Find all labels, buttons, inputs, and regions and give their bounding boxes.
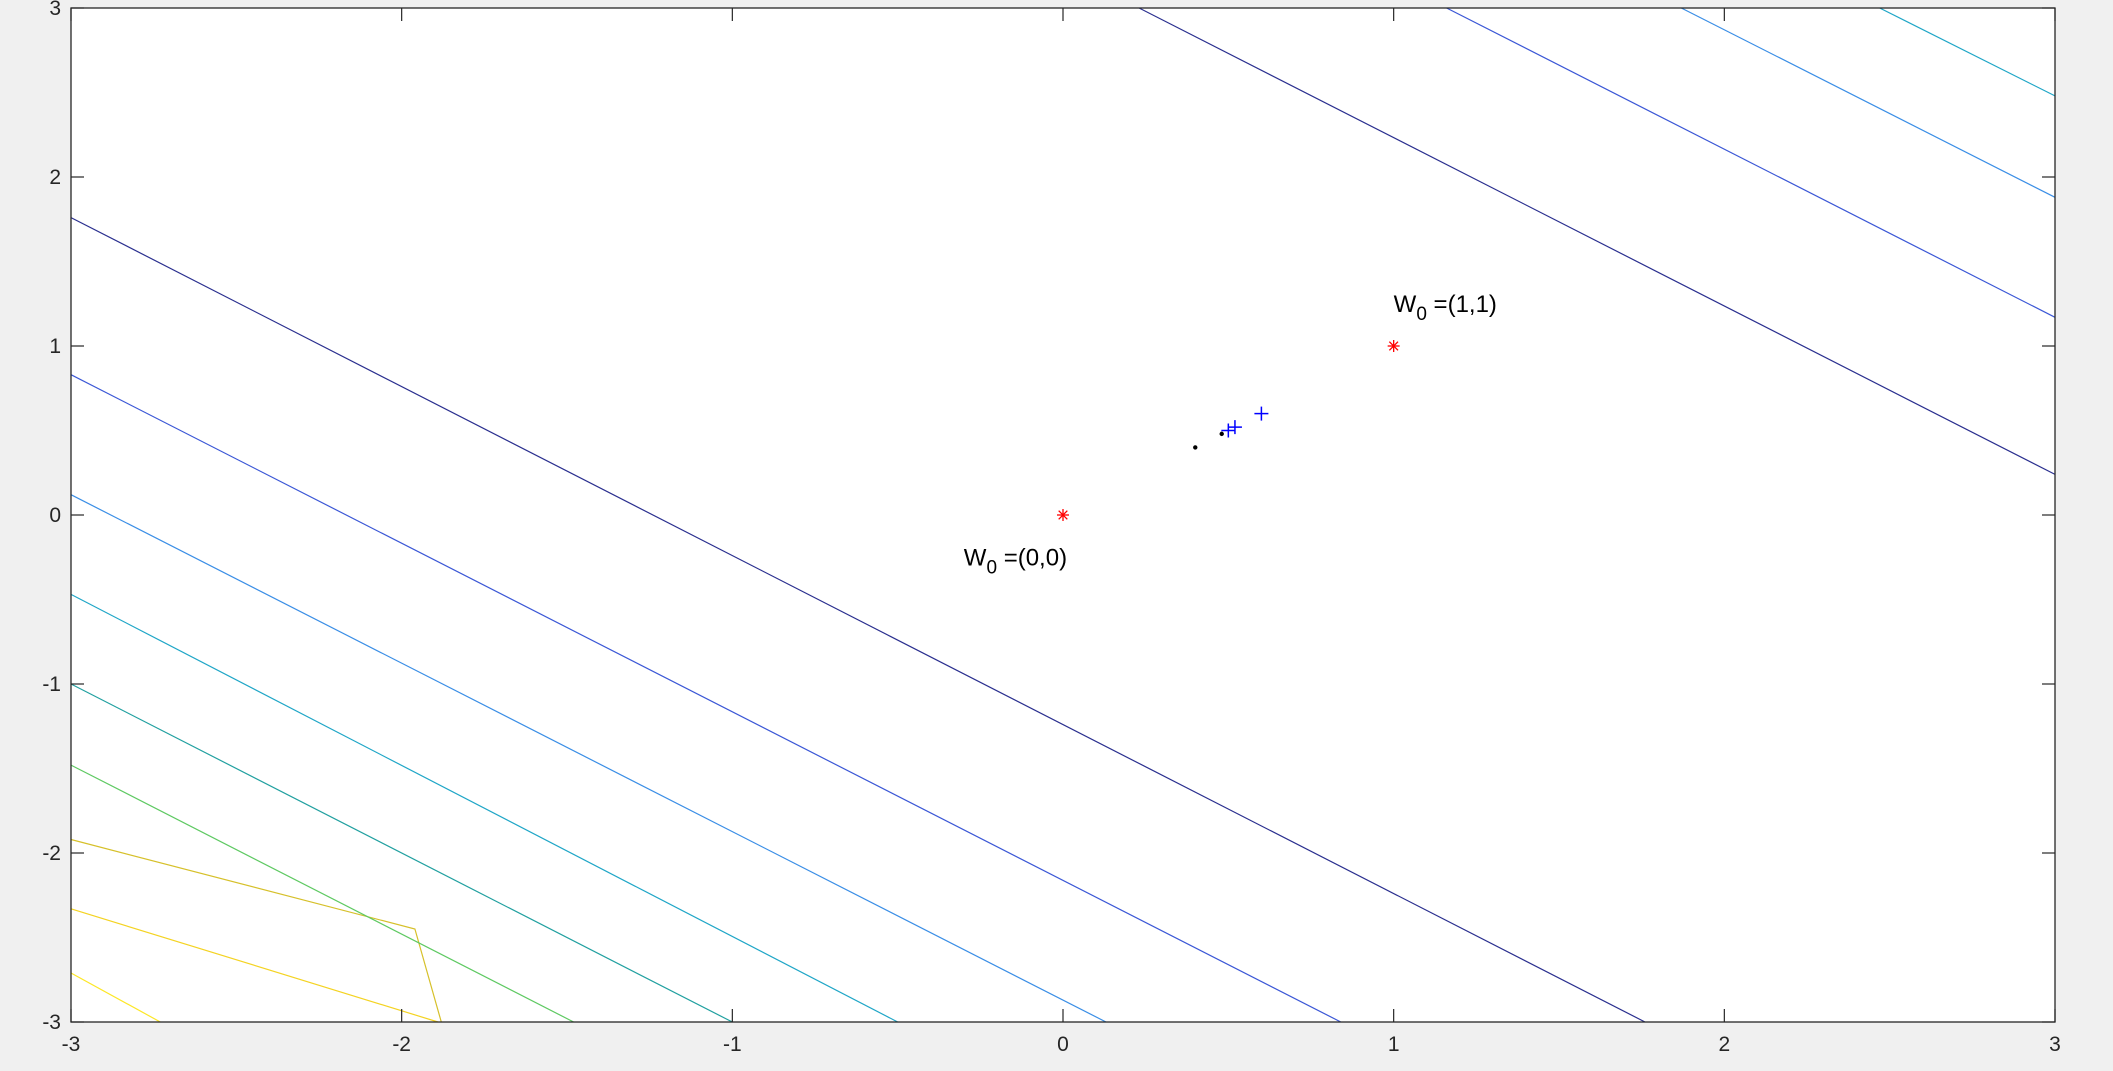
star-marker xyxy=(1387,340,1400,352)
y-tick-label: -3 xyxy=(42,1011,61,1034)
annotation-label: W0 =(0,0) xyxy=(964,545,1067,579)
plus-marker xyxy=(1221,423,1236,438)
contour-line xyxy=(70,683,733,1023)
axis-ticks: -3 -2 -1 0 1 2 3 3 2 1 0 -1 -2 -3 xyxy=(42,0,2061,1056)
contour-line xyxy=(70,217,1646,1023)
dot-marker xyxy=(1193,445,1198,450)
contour-line xyxy=(70,494,1107,1023)
contour-line xyxy=(70,374,1342,1023)
plus-marker xyxy=(1227,420,1242,435)
contour-line xyxy=(1138,7,2056,475)
data-markers xyxy=(1057,340,1400,521)
contour-line xyxy=(1879,7,2056,97)
contour-line xyxy=(70,593,898,1023)
x-tick-label: 0 xyxy=(1057,1033,1069,1056)
annotations: W0 =(0,0) W0 =(1,1) xyxy=(964,291,1497,579)
dot-marker xyxy=(1219,431,1224,437)
x-tick-label: -1 xyxy=(723,1033,742,1056)
y-tick-label: 0 xyxy=(49,504,61,527)
x-tick-label: 1 xyxy=(1388,1033,1400,1056)
contour-line xyxy=(1446,7,2056,318)
y-tick-label: 3 xyxy=(49,0,61,20)
y-tick-label: 2 xyxy=(49,166,61,189)
x-tick-label: 2 xyxy=(1718,1033,1730,1056)
contour-line xyxy=(70,838,442,1023)
y-tick-label: -2 xyxy=(42,842,61,865)
y-tick-label: 1 xyxy=(49,335,61,358)
plus-marker xyxy=(1254,406,1269,421)
x-tick-label: -3 xyxy=(62,1033,81,1056)
x-tick-label: -2 xyxy=(392,1033,411,1056)
contour-lines xyxy=(70,7,2056,1023)
contour-line xyxy=(70,908,439,1023)
contour-line xyxy=(1681,7,2056,198)
annotation-label: W0 =(1,1) xyxy=(1394,291,1497,325)
y-tick-label: -1 xyxy=(42,673,61,696)
star-marker xyxy=(1057,509,1069,521)
contour-line xyxy=(70,972,161,1023)
contour-line xyxy=(70,764,574,1023)
x-tick-label: 3 xyxy=(2049,1033,2061,1056)
